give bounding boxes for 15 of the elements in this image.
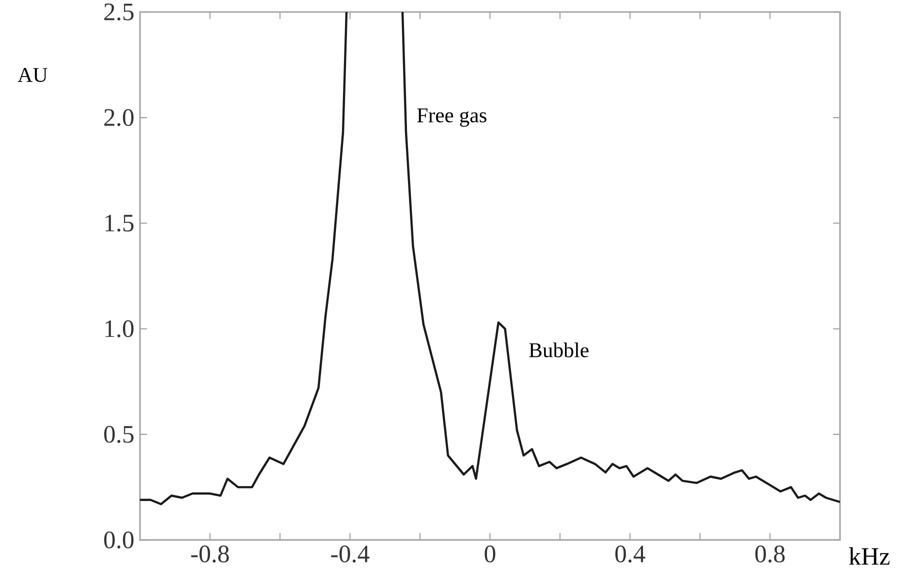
x-tick-label: -0.4: [331, 546, 370, 563]
y-tick-label: 1.5: [105, 214, 134, 232]
y-tick-label: 1.0: [105, 320, 134, 338]
y-tick-label: 2.5: [104, 4, 134, 20]
x-tick-label: 0.4: [615, 546, 646, 563]
y-tick-label: 2.0: [104, 109, 134, 126]
x-axis-title: kHz: [849, 547, 890, 565]
x-tick-label: 0: [484, 546, 496, 562]
annotation: Free gas: [417, 108, 486, 127]
y-axis-title: AU: [18, 68, 48, 82]
y-tick-label: 0.0: [104, 532, 134, 548]
y-tick-label: 0.5: [104, 426, 134, 443]
annotation: Bubble: [529, 342, 588, 358]
x-tick-label: 0.8: [755, 546, 785, 563]
x-tick-label: -0.8: [191, 546, 229, 563]
